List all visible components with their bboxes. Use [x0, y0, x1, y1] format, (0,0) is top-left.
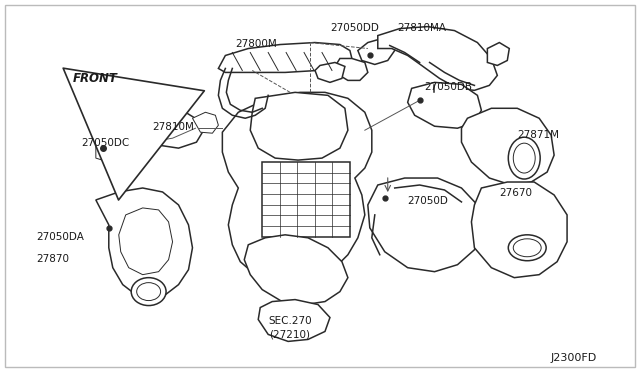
Polygon shape	[488, 42, 509, 65]
Text: 27050D: 27050D	[408, 196, 449, 206]
Polygon shape	[472, 182, 567, 278]
Polygon shape	[244, 235, 348, 305]
Ellipse shape	[508, 235, 546, 261]
Ellipse shape	[508, 137, 540, 179]
Ellipse shape	[131, 278, 166, 305]
Text: 27050DB: 27050DB	[424, 82, 472, 92]
Ellipse shape	[137, 283, 161, 301]
Text: SEC.270: SEC.270	[268, 315, 312, 326]
Text: J2300FD: J2300FD	[550, 353, 597, 363]
Polygon shape	[368, 178, 481, 272]
Polygon shape	[143, 112, 202, 148]
Text: 27050DA: 27050DA	[36, 232, 84, 242]
Polygon shape	[222, 92, 372, 282]
Polygon shape	[96, 188, 193, 298]
Polygon shape	[258, 299, 330, 341]
Text: FRONT: FRONT	[73, 73, 118, 86]
Polygon shape	[378, 26, 497, 90]
Ellipse shape	[513, 239, 541, 257]
Polygon shape	[96, 138, 129, 162]
Ellipse shape	[513, 143, 535, 173]
Polygon shape	[461, 108, 554, 185]
Polygon shape	[358, 39, 395, 64]
Text: 27810MA: 27810MA	[397, 23, 447, 33]
Text: 27871M: 27871M	[517, 130, 559, 140]
Text: (27210): (27210)	[269, 330, 310, 340]
Polygon shape	[193, 112, 218, 133]
Polygon shape	[335, 58, 368, 80]
Text: 27800M: 27800M	[236, 39, 277, 49]
Text: 27050DC: 27050DC	[81, 138, 129, 148]
Bar	[262, 162, 350, 237]
Polygon shape	[119, 208, 173, 275]
Text: 27810M: 27810M	[152, 122, 195, 132]
Polygon shape	[315, 62, 345, 82]
Polygon shape	[218, 42, 352, 73]
Polygon shape	[408, 82, 481, 128]
Text: 27670: 27670	[499, 188, 532, 198]
Text: 27050DD: 27050DD	[330, 23, 379, 33]
Text: 27870: 27870	[36, 254, 69, 264]
Polygon shape	[250, 92, 348, 160]
